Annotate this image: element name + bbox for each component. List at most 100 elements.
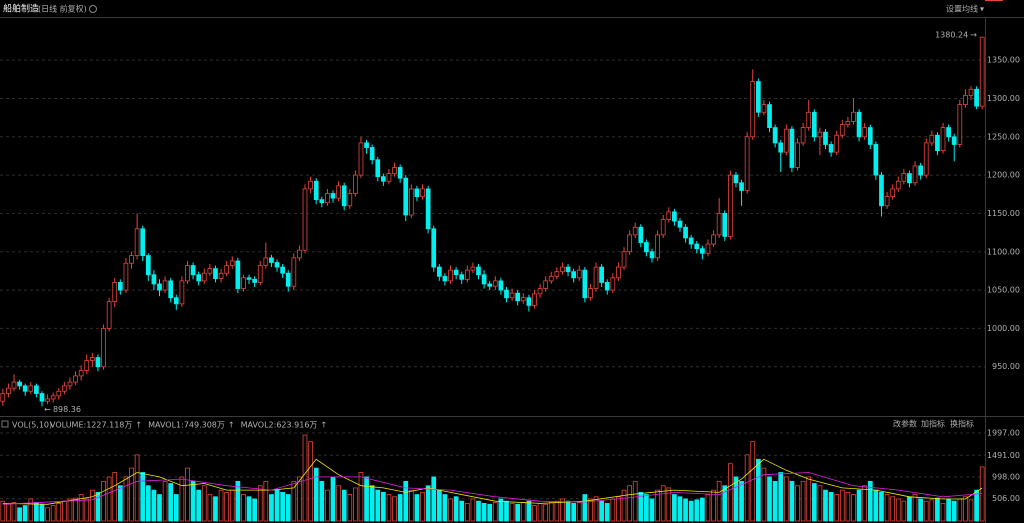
candle-body (263, 257, 269, 266)
candle-body (45, 398, 50, 402)
candle-body (185, 265, 190, 282)
candle-body (817, 131, 823, 138)
candle-body (358, 142, 364, 176)
candle-body (520, 297, 526, 302)
candle-body (783, 128, 789, 153)
candle-body (767, 104, 772, 128)
trend-arrow: ↑ (320, 421, 327, 430)
volume-bar (22, 505, 28, 522)
volume-bar (448, 498, 453, 522)
toolbar-button[interactable]: 加指标 (921, 419, 945, 429)
volume-bar (364, 476, 369, 522)
volume-bar (604, 502, 610, 522)
candle-body (123, 262, 129, 291)
candle-body (789, 128, 795, 168)
candle-body (839, 124, 845, 136)
candle-body (297, 249, 302, 259)
volume-bar (879, 491, 884, 522)
volume-bar (918, 498, 923, 522)
y-tick-label: 1350.00 (987, 56, 1020, 65)
volume-bar (895, 498, 901, 522)
volume-bar (89, 489, 95, 522)
settings-icon[interactable] (89, 5, 97, 13)
candle-body (17, 381, 22, 387)
candle-body (700, 248, 705, 254)
toolbar-button[interactable]: 换指标 (950, 419, 974, 429)
ma-setting[interactable]: 设置均线 (946, 4, 978, 14)
panel-icon[interactable] (1, 420, 9, 428)
candle-body (957, 104, 963, 145)
volume-bar (750, 441, 756, 522)
candle-body (280, 266, 285, 274)
volume-bar (576, 502, 582, 522)
volume-bar (45, 507, 50, 522)
trend-arrow: ↑ (228, 421, 235, 430)
candle-body (257, 265, 263, 283)
volume-bar (772, 480, 778, 522)
candle-body (129, 255, 134, 264)
volume-bar (560, 498, 565, 522)
candle-body (95, 357, 101, 368)
toolbar-button[interactable]: 改参数 (893, 419, 917, 429)
candle-body (414, 188, 420, 197)
annotation-arrow: ← (44, 405, 51, 414)
volume-bar (744, 454, 750, 522)
candle-body (56, 390, 62, 397)
volume-bar (817, 485, 823, 522)
volume-bar (101, 480, 106, 522)
candle-body (979, 36, 985, 107)
volume-bar (515, 503, 521, 522)
candle-body (235, 260, 241, 289)
y-tick-label: 1300.00 (987, 94, 1020, 103)
candle-body (11, 381, 17, 389)
candle-body (89, 357, 95, 361)
candle-body (476, 266, 481, 276)
candle-body (6, 387, 11, 394)
candle-body (856, 111, 862, 138)
candle-body (828, 144, 834, 153)
candle-body (683, 226, 688, 239)
candle-body (84, 360, 90, 371)
volume-bar (476, 500, 481, 522)
volume-bar (767, 476, 772, 522)
volume-bar (285, 494, 291, 522)
candle-body (369, 147, 375, 161)
volume-bar (481, 502, 487, 522)
volume-bar (73, 497, 78, 522)
volume-bar (504, 500, 509, 522)
volume-bar (330, 476, 336, 522)
volume-bar (50, 505, 56, 522)
candle-body (22, 385, 28, 392)
candle-body (207, 268, 213, 274)
y-tick-label: 1150.00 (987, 209, 1020, 218)
candle-body (834, 134, 840, 153)
volume-bar (397, 494, 403, 522)
candle-body (795, 142, 800, 168)
ma-line (2, 472, 983, 505)
y-tick-label: 506.00 (992, 494, 1020, 503)
volume-bar (867, 480, 873, 522)
candle-body (548, 275, 554, 282)
candle-body (739, 182, 744, 191)
volume-bar (823, 489, 828, 522)
candle-body (638, 226, 644, 243)
candle-body (319, 199, 325, 204)
volume-bar (638, 491, 644, 522)
candle-body (246, 277, 252, 280)
volume-bar (616, 496, 621, 522)
volume-bar (464, 502, 470, 522)
candle-body (929, 134, 935, 144)
y-tick-label: 1200.00 (987, 171, 1020, 180)
volume-bar (621, 489, 627, 522)
candle-body (800, 127, 806, 144)
volume-bar (694, 499, 700, 522)
volume-bar (632, 480, 638, 522)
volume-bar (252, 498, 258, 522)
candle-body (381, 176, 386, 182)
volume-bar (727, 463, 733, 522)
volume-bar (907, 496, 912, 522)
candle-body (599, 266, 604, 283)
candle-body (274, 262, 280, 268)
volume-bar (235, 480, 241, 522)
